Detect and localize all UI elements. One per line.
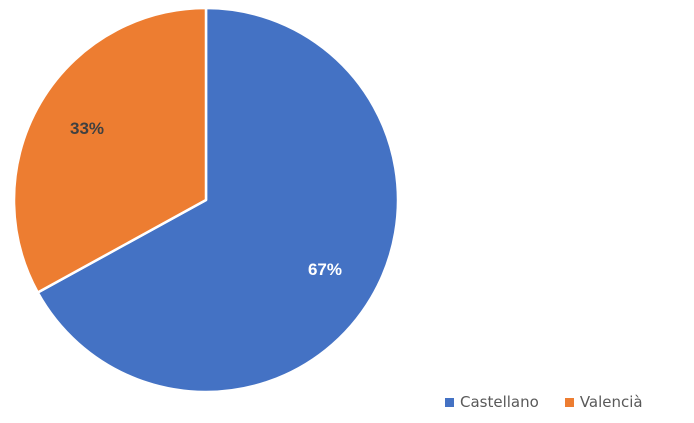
pie-slice-castellano (36, 6, 400, 394)
legend-label-castellano: Castellano (460, 393, 539, 411)
pie-slice-valencia (12, 6, 208, 294)
legend-swatch-castellano (445, 397, 454, 407)
legend-item-valencia: Valencià (564, 393, 643, 411)
legend-swatch-valencia (564, 397, 574, 407)
legend: Castellano Valencià (445, 393, 643, 411)
data-label-castellano: 67% (308, 260, 342, 279)
legend-item-castellano: Castellano (445, 393, 539, 411)
legend-label-valencia: Valencià (579, 393, 643, 411)
data-label-valencia: 33% (70, 119, 104, 138)
